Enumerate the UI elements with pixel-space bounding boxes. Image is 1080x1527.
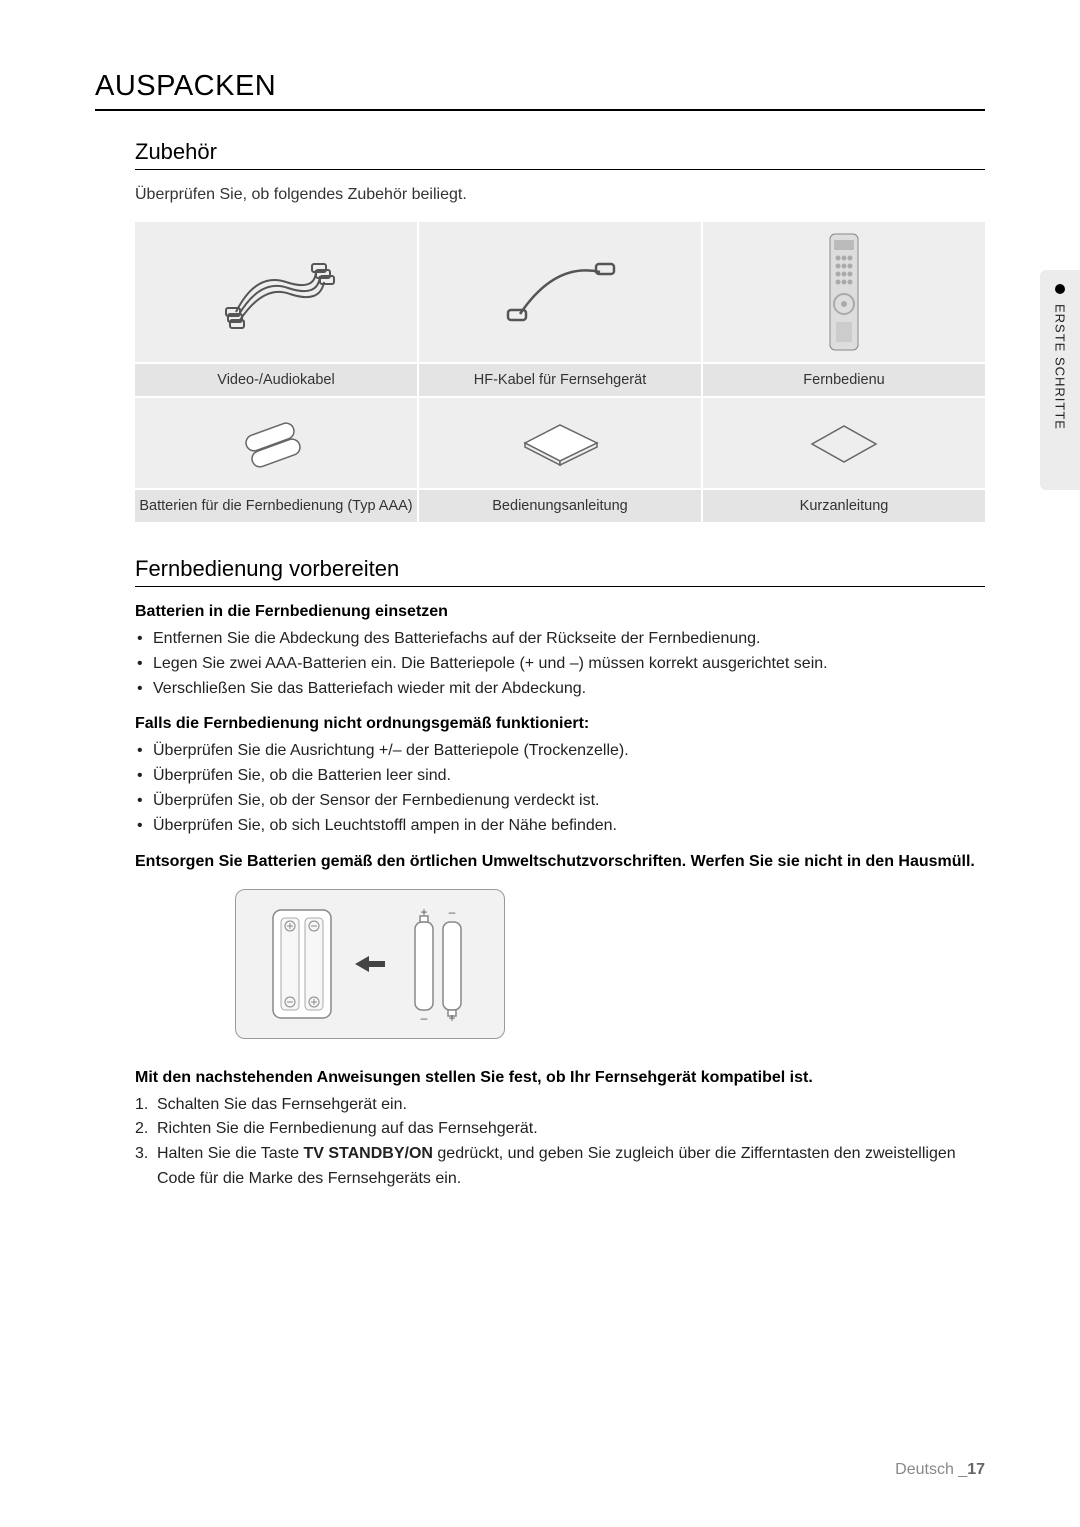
manual-icon xyxy=(505,413,615,473)
accessory-label: Bedienungsanleitung xyxy=(419,490,701,522)
list-item: Verschließen Sie das Batteriefach wieder… xyxy=(135,677,985,702)
compat-steps: Schalten Sie das Fernsehgerät ein. Richt… xyxy=(135,1093,985,1192)
quickguide-icon xyxy=(794,416,894,471)
block2-title: Falls die Fernbedienung nicht ordnungsge… xyxy=(135,715,985,733)
block-insert-batteries: Batterien in die Fernbedienung einsetzen… xyxy=(135,603,985,701)
rf-cable-icon xyxy=(500,252,620,332)
footer-lang: Deutsch _ xyxy=(895,1461,967,1478)
list-item: Richten Sie die Fernbedienung auf das Fe… xyxy=(135,1117,985,1142)
compat-title: Mit den nachstehenden Anweisungen stelle… xyxy=(135,1069,985,1087)
accessory-label: Kurzanleitung xyxy=(703,490,985,522)
svg-text:+: + xyxy=(448,1011,455,1024)
list-item: Halten Sie die Taste TV STANDBY/ON gedrü… xyxy=(135,1142,985,1192)
two-batteries-icon: + – – + xyxy=(403,904,473,1024)
list-item: Überprüfen Sie, ob die Batterien leer si… xyxy=(135,764,985,789)
section2-title: Fernbedienung vorbereiten xyxy=(135,556,985,587)
av-cable-icon xyxy=(216,252,336,332)
block1-list: Entfernen Sie die Abdeckung des Batterie… xyxy=(135,627,985,701)
arrow-left-icon xyxy=(355,954,385,974)
block-troubleshoot: Falls die Fernbedienung nicht ordnungsge… xyxy=(135,715,985,838)
accessory-image xyxy=(703,398,985,488)
accessory-image xyxy=(419,222,701,362)
block1-title: Batterien in die Fernbedienung einsetzen xyxy=(135,603,985,621)
svg-text:–: – xyxy=(421,1011,428,1024)
step3-bold: TV STANDBY/ON xyxy=(303,1145,432,1162)
list-item: Entfernen Sie die Abdeckung des Batterie… xyxy=(135,627,985,652)
section1-title: Zubehör xyxy=(135,139,985,170)
list-item: Schalten Sie das Fernsehgerät ein. xyxy=(135,1093,985,1118)
accessory-label: Fernbedienu xyxy=(703,364,985,396)
accessory-label: HF-Kabel für Fernsehgerät xyxy=(419,364,701,396)
battery-compartment-icon xyxy=(267,904,337,1024)
block-disposal: Entsorgen Sie Batterien gemäß den örtlic… xyxy=(135,853,985,871)
accessory-label: Batterien für die Fernbedienung (Typ AAA… xyxy=(135,490,417,522)
disposal-text: Entsorgen Sie Batterien gemäß den örtlic… xyxy=(135,853,985,871)
list-item: Überprüfen Sie, ob sich Leuchtstoffl amp… xyxy=(135,814,985,839)
accessory-label: Video-/Audiokabel xyxy=(135,364,417,396)
svg-text:+: + xyxy=(420,905,427,919)
accessories-grid: Video-/Audiokabel HF-Kabel für Fernsehge… xyxy=(135,222,985,522)
page-footer: Deutsch _17 xyxy=(895,1461,985,1479)
accessory-image xyxy=(419,398,701,488)
main-heading: AUSPACKEN xyxy=(95,70,985,111)
battery-insert-figure: + – – + xyxy=(235,889,505,1039)
remote-icon xyxy=(824,232,864,352)
list-item: Legen Sie zwei AAA-Batterien ein. Die Ba… xyxy=(135,652,985,677)
list-item: Überprüfen Sie, ob der Sensor der Fernbe… xyxy=(135,789,985,814)
accessory-image xyxy=(135,222,417,362)
accessory-image xyxy=(703,222,985,362)
batteries-icon xyxy=(231,413,321,473)
page-content: AUSPACKEN Zubehör Überprüfen Sie, ob fol… xyxy=(0,0,1080,1192)
list-item: Überprüfen Sie die Ausrichtung +/– der B… xyxy=(135,739,985,764)
footer-page-number: 17 xyxy=(967,1461,985,1478)
accessory-image xyxy=(135,398,417,488)
step3-pre: Halten Sie die Taste xyxy=(157,1145,303,1162)
section2: Fernbedienung vorbereiten Batterien in d… xyxy=(95,556,985,1192)
block2-list: Überprüfen Sie die Ausrichtung +/– der B… xyxy=(135,739,985,838)
block-compat: Mit den nachstehenden Anweisungen stelle… xyxy=(135,1069,985,1192)
section1-intro: Überprüfen Sie, ob folgendes Zubehör bei… xyxy=(135,186,985,204)
svg-text:–: – xyxy=(449,905,456,919)
